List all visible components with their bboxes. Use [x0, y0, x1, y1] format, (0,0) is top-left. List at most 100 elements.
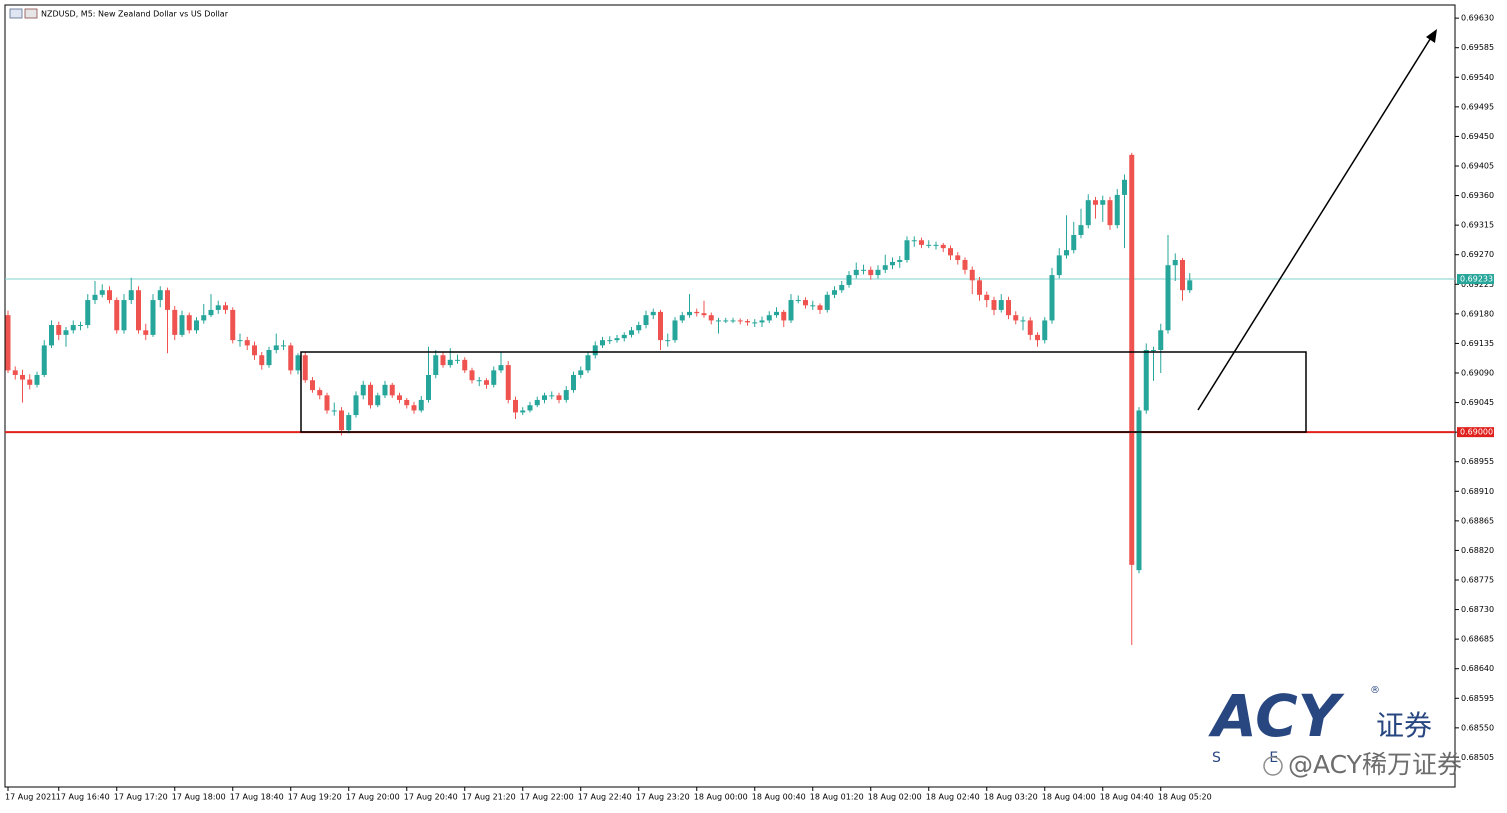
watermark-sub: S E — [1212, 750, 1300, 766]
y-tick-label: 0.68865 — [1461, 516, 1494, 525]
candle-body — [266, 350, 272, 366]
candle-body — [346, 415, 352, 431]
candle-body — [440, 355, 446, 366]
y-tick-label: 0.69135 — [1461, 339, 1494, 348]
candle-body — [1064, 250, 1069, 256]
candle-body — [317, 390, 323, 396]
candle-body — [1071, 235, 1077, 251]
candle-body — [991, 300, 997, 310]
x-tick-label: 17 Aug 17:20 — [114, 793, 168, 802]
x-tick-label: 18 Aug 02:40 — [926, 793, 980, 802]
annotations — [300, 29, 1437, 433]
y-tick-label: 0.68910 — [1461, 487, 1494, 496]
candle-body — [411, 405, 417, 411]
x-tick-label: 17 Aug 23:20 — [636, 793, 690, 802]
candle-body — [679, 315, 685, 321]
candle-body — [99, 290, 105, 295]
candle-body — [339, 410, 344, 431]
candle-body — [41, 345, 47, 375]
candle-body — [621, 334, 627, 339]
candle-body — [759, 320, 765, 323]
candle-body — [578, 370, 584, 375]
candle-body — [607, 340, 613, 342]
candle-body — [723, 320, 729, 322]
candle-body — [614, 338, 620, 341]
candle-body — [882, 265, 888, 270]
candle-body — [186, 315, 192, 331]
candle-body — [962, 259, 968, 270]
candle-body — [1165, 265, 1171, 331]
y-tick-label: 0.69450 — [1461, 132, 1494, 141]
candle-body — [353, 395, 359, 416]
x-tick-label: 17 Aug 20:00 — [346, 793, 400, 802]
candle-body — [1100, 200, 1106, 205]
candle-body — [92, 294, 98, 301]
watermark: ACY ® 证券 S E @ACY稀万证券 — [1208, 682, 1462, 779]
candle-body — [179, 315, 185, 335]
candle-body — [165, 290, 170, 310]
candle-body — [1042, 320, 1048, 341]
candle-body — [730, 320, 736, 322]
candle-body — [563, 390, 569, 400]
candle-body — [27, 379, 33, 385]
candle-body — [63, 330, 69, 335]
candle-body — [259, 355, 265, 366]
y-tick-label: 0.69225 — [1461, 280, 1494, 289]
candle-body — [1114, 194, 1120, 226]
candle-body — [223, 305, 228, 310]
candle-body — [498, 365, 504, 371]
candle-body — [716, 320, 721, 322]
y-tick-label: 0.68640 — [1461, 664, 1494, 673]
candle-body — [215, 305, 221, 310]
candle-body — [1158, 330, 1164, 350]
x-tick-label: 17 Aug 18:00 — [172, 793, 226, 802]
candle-body — [658, 311, 663, 341]
candle-body — [708, 315, 714, 321]
candle-body — [1020, 320, 1026, 322]
candle-body — [70, 325, 76, 331]
candle-body — [157, 290, 163, 301]
y-tick-label: 0.69585 — [1461, 43, 1494, 52]
candle-body — [447, 359, 453, 366]
candle-body — [288, 345, 294, 371]
candle-body — [636, 325, 642, 331]
candle-body — [382, 384, 388, 396]
candle-body — [875, 269, 881, 276]
watermark-handle: @ACY稀万证券 — [1288, 750, 1462, 779]
x-tick-label: 17 Aug 2021 — [5, 793, 56, 802]
candle-body — [1027, 320, 1033, 335]
x-tick-label: 17 Aug 19:20 — [288, 793, 342, 802]
candle-body — [955, 255, 961, 260]
candle-body — [273, 345, 279, 350]
candle-body — [839, 284, 845, 291]
candle-body — [897, 259, 903, 262]
x-tick-label: 17 Aug 22:00 — [520, 793, 574, 802]
candle-body — [1172, 259, 1178, 266]
candle-body — [331, 410, 337, 412]
candle-body — [78, 325, 83, 327]
candle-body — [1049, 275, 1055, 321]
candle-body — [1107, 200, 1113, 226]
plot-frame — [4, 4, 1456, 788]
candle-body — [397, 395, 402, 400]
y-tick-label: 0.68820 — [1461, 546, 1494, 555]
candle-body — [904, 240, 910, 260]
candle-body — [237, 340, 243, 342]
candle-body — [694, 311, 700, 314]
candle-body — [824, 294, 830, 310]
candle-body — [781, 311, 787, 321]
candle-body — [484, 380, 489, 385]
candle-body — [861, 269, 866, 271]
candle-body — [455, 359, 460, 361]
candle-body — [542, 395, 547, 400]
candle-body — [745, 321, 750, 323]
candle-body — [585, 355, 591, 371]
candle-body — [1035, 334, 1040, 341]
candle-body — [766, 315, 772, 321]
x-tick-label: 18 Aug 03:20 — [984, 793, 1038, 802]
candle-body — [324, 395, 330, 411]
candle-body — [426, 374, 431, 400]
candle-body — [121, 300, 127, 331]
